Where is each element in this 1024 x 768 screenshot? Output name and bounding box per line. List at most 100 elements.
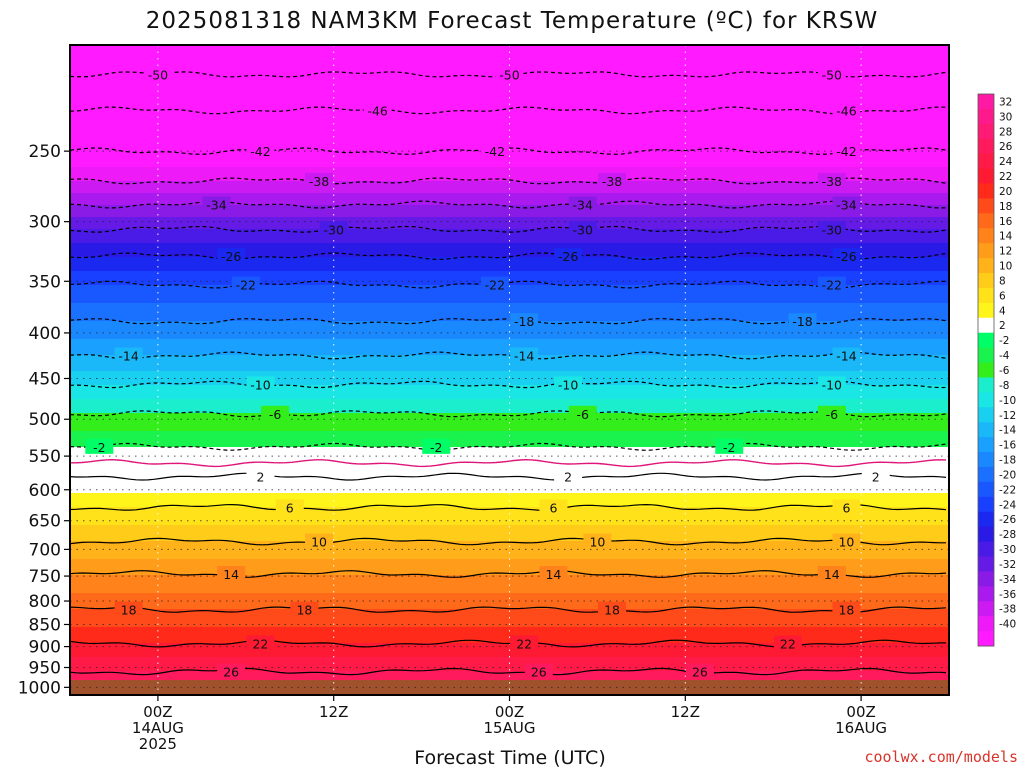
temperature-band bbox=[70, 63, 949, 66]
temperature-band bbox=[70, 581, 949, 584]
contour-label-bg bbox=[319, 221, 348, 237]
contour-label-bg bbox=[363, 102, 392, 118]
contour-label-bg bbox=[832, 347, 861, 363]
temperature-band bbox=[70, 275, 949, 278]
colorbar-label: 22 bbox=[999, 171, 1012, 183]
colorbar-label: 30 bbox=[999, 111, 1012, 123]
temperature-band bbox=[70, 449, 949, 452]
temperature-band bbox=[70, 637, 949, 640]
temperature-band bbox=[70, 87, 949, 90]
temperature-band bbox=[70, 403, 949, 406]
contour-label: -2 bbox=[723, 440, 735, 455]
temperature-band bbox=[70, 601, 949, 604]
contour-label-bg bbox=[305, 533, 334, 549]
temperature-band bbox=[70, 153, 949, 156]
colorbar-swatch bbox=[978, 94, 994, 110]
contour-label-bg bbox=[217, 248, 246, 264]
y-tick-label: 550 bbox=[29, 447, 61, 467]
temperature-band bbox=[70, 365, 949, 368]
contour-label: -30 bbox=[822, 222, 842, 237]
y-tick-label: 600 bbox=[29, 481, 61, 501]
colorbar-label: -10 bbox=[999, 395, 1016, 407]
contour-label-bg bbox=[832, 601, 861, 617]
temperature-band bbox=[70, 173, 949, 176]
contour-label: 26 bbox=[692, 665, 708, 680]
temperature-band bbox=[70, 455, 949, 458]
temperature-band bbox=[70, 137, 949, 140]
colorbar-swatch bbox=[978, 273, 994, 289]
contour-label-bg bbox=[861, 468, 890, 484]
temperature-band bbox=[70, 489, 949, 492]
temperature-band bbox=[70, 497, 949, 500]
temperature-band bbox=[70, 269, 949, 272]
temperature-band bbox=[70, 223, 949, 226]
colorbar-label: -26 bbox=[999, 514, 1016, 526]
temperature-band bbox=[70, 321, 949, 324]
contour-label: -6 bbox=[826, 407, 839, 422]
temperature-band bbox=[70, 549, 949, 552]
contour-line bbox=[69, 667, 947, 676]
temperature-band bbox=[70, 339, 949, 342]
temperature-band bbox=[70, 531, 949, 534]
contour-label: -34 bbox=[573, 198, 593, 213]
temperature-band bbox=[70, 249, 949, 252]
contour-label: -50 bbox=[499, 67, 519, 82]
colorbar-swatch bbox=[978, 347, 994, 364]
ground-surface bbox=[70, 680, 949, 695]
temperature-band bbox=[70, 381, 949, 384]
x-tick-label: 14AUG bbox=[132, 719, 184, 737]
x-tick-label: 15AUG bbox=[484, 719, 536, 737]
temperature-band bbox=[70, 371, 949, 374]
temperature-band bbox=[70, 133, 949, 136]
contour-label: -42 bbox=[250, 144, 270, 159]
colorbar-swatch bbox=[978, 213, 994, 229]
y-tick-label: 700 bbox=[29, 540, 61, 560]
temperature-band bbox=[70, 65, 949, 68]
contour-label-bg bbox=[495, 66, 524, 82]
temperature-band bbox=[70, 417, 949, 420]
temperature-band bbox=[70, 515, 949, 518]
contour-label-bg bbox=[832, 499, 861, 515]
temperature-band bbox=[70, 101, 949, 104]
temperature-band bbox=[70, 645, 949, 648]
temperature-band bbox=[70, 505, 949, 508]
contour-label-bg bbox=[246, 635, 275, 651]
colorbar-label: 18 bbox=[999, 201, 1012, 213]
temperature-band bbox=[70, 55, 949, 58]
temperature-band bbox=[70, 533, 949, 536]
temperature-band bbox=[70, 443, 949, 446]
temperature-band bbox=[70, 391, 949, 394]
colorbar-swatch bbox=[978, 452, 994, 468]
contour-label: -50 bbox=[822, 67, 842, 82]
contour-label: 10 bbox=[311, 535, 327, 550]
y-tick-label: 1000 bbox=[18, 678, 61, 698]
colorbar-swatch bbox=[978, 198, 994, 214]
colorbar-label: -20 bbox=[999, 469, 1016, 481]
contour-label: -10 bbox=[250, 377, 270, 392]
temperature-band bbox=[70, 559, 949, 562]
colorbar-label: -8 bbox=[999, 380, 1009, 392]
temperature-band bbox=[70, 353, 949, 356]
temperature-band bbox=[70, 379, 949, 382]
temperature-band bbox=[70, 605, 949, 608]
temperature-band bbox=[70, 553, 949, 556]
temperature-band bbox=[70, 599, 949, 602]
colorbar-label: 20 bbox=[999, 186, 1012, 198]
temperature-band bbox=[70, 469, 949, 472]
temperature-band bbox=[70, 203, 949, 206]
temperature-band bbox=[70, 621, 949, 624]
colorbar: 32 30 28 26 24 22 20 18 16 14 12 10 8 6 4 2 -2 -4 -6 -8 -10 -… bbox=[977, 93, 1016, 647]
temperature-band bbox=[70, 177, 949, 180]
colorbar-swatch bbox=[978, 332, 994, 349]
colorbar-label: 2 bbox=[999, 320, 1006, 332]
contour-label-bg bbox=[85, 438, 114, 454]
colorbar-swatch bbox=[978, 168, 994, 185]
contour-label: 22 bbox=[516, 637, 532, 652]
temperature-band bbox=[70, 229, 949, 232]
temperature-band bbox=[70, 313, 949, 316]
temperature-band bbox=[70, 625, 949, 628]
temperature-band bbox=[70, 537, 949, 540]
temperature-band bbox=[70, 567, 949, 570]
colorbar-swatch bbox=[978, 317, 994, 334]
contour-label-bg bbox=[817, 172, 846, 188]
